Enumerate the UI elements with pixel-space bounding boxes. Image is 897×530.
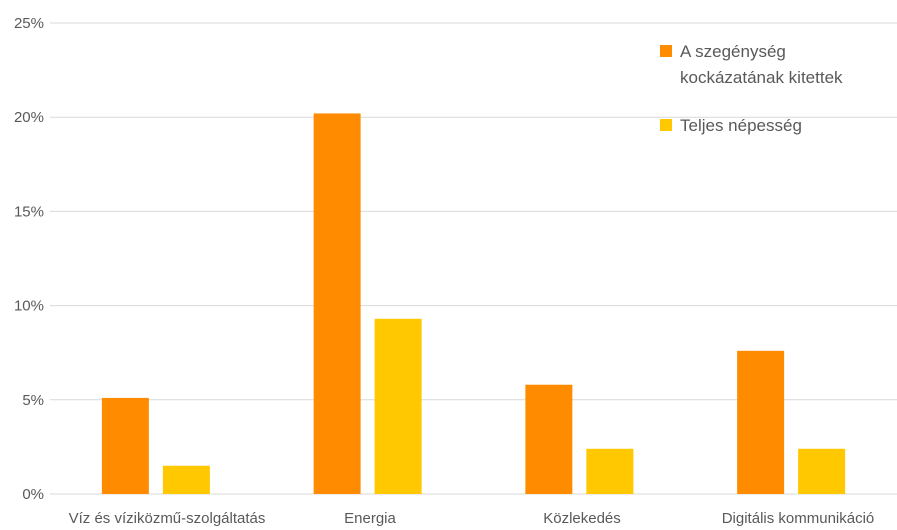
legend-swatch-1: [660, 119, 672, 131]
bar-series0-cat3: [737, 350, 785, 494]
legend: A szegénység kockázatának kitettek Teljes …: [660, 42, 843, 135]
category-label-0: Víz és víziközmű-szolgáltatás: [69, 510, 266, 527]
category-label-3: Digitális kommunikáció: [722, 510, 875, 527]
y-tick-label-0: 0%: [22, 486, 44, 503]
legend-label-1-0: Teljes népesség: [680, 116, 802, 135]
y-tick-label-2: 10%: [14, 298, 44, 315]
bar-series0-cat2: [525, 384, 573, 494]
y-axis-ticks: 0% 5% 10% 15% 20% 25%: [14, 15, 44, 503]
bar-series1-cat3: [798, 448, 846, 494]
bar-series1-cat0: [162, 465, 210, 494]
y-tick-label-3: 15%: [14, 203, 44, 220]
legend-swatch-0: [660, 45, 672, 57]
y-tick-label-4: 20%: [14, 109, 44, 126]
x-axis-categories: Víz és víziközmű-szolgáltatás Energia Közl…: [69, 510, 875, 527]
legend-label-0-0: A szegénység: [680, 42, 786, 61]
bar-series0-cat0: [101, 397, 149, 494]
category-label-1: Energia: [344, 510, 396, 527]
bar-series1-cat2: [586, 448, 634, 494]
y-tick-label-1: 5%: [22, 392, 44, 409]
bar-series0-cat1: [313, 113, 361, 494]
bars: [101, 113, 846, 494]
category-label-2: Közlekedés: [543, 510, 621, 527]
legend-label-0-1: kockázatának kitettek: [680, 68, 843, 87]
y-tick-label-5: 25%: [14, 15, 44, 32]
bar-series1-cat1: [374, 318, 422, 494]
